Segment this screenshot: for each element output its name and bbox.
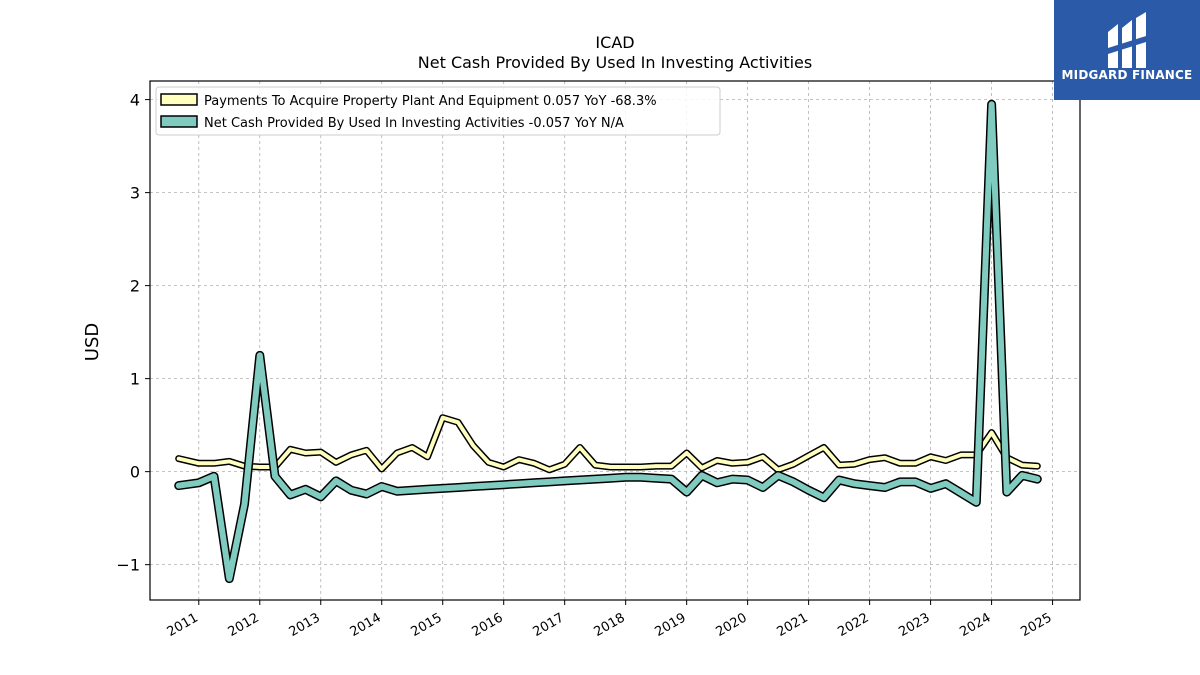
chart-subtitle: Net Cash Provided By Used In Investing A… [418,53,812,72]
x-tick-label: 2023 [896,610,932,640]
x-tick-label: 2013 [287,610,323,640]
x-tick-label: 2017 [531,610,567,640]
legend: Payments To Acquire Property Plant And E… [155,86,721,136]
logo-text: MIDGARD FINANCE [1061,68,1193,82]
series-lines [174,99,1042,584]
legend-box [155,86,721,136]
y-tick-label: 3 [130,184,140,203]
plot-frame [149,80,1081,601]
y-tick-label: −1 [116,556,140,575]
y-tick-label: 1 [130,370,140,389]
legend-label-investing: Net Cash Provided By Used In Investing A… [204,116,624,131]
legend-swatch-investing [160,115,198,128]
x-axis: 2011 2012 2013 2014 2015 2016 2017 2018 2019 2020… [165,600,1055,640]
x-tick-label: 2020 [713,610,749,640]
legend-label-ppe: Payments To Acquire Property Plant And E… [204,94,657,109]
x-tick-label: 2022 [835,610,871,640]
x-tick-label: 2019 [652,610,688,640]
y-tick-label: 4 [130,91,140,110]
series-outline-1 [174,99,1042,584]
midgard-logo-icon [1108,12,1146,68]
x-tick-label: 2025 [1018,610,1054,640]
x-tick-label: 2015 [409,610,445,640]
series-line-1 [175,101,1041,582]
y-tick-label: 0 [130,463,140,482]
series-line-0 [176,415,1040,472]
x-tick-label: 2016 [470,610,506,640]
x-tick-label: 2024 [957,610,993,640]
y-axis: −1 0 1 2 3 4 [116,91,150,575]
x-tick-label: 2014 [348,610,384,640]
midgard-finance-logo: MIDGARD FINANCE [1054,0,1200,100]
legend-swatch-ppe [160,93,198,106]
grid [150,81,1080,600]
y-tick-label: 2 [130,277,140,296]
y-axis-label: USD [82,323,103,361]
x-tick-label: 2011 [165,610,201,640]
x-tick-label: 2021 [774,610,810,640]
x-tick-label: 2012 [226,610,262,640]
x-tick-label: 2018 [592,610,628,640]
chart-title: ICAD [595,33,634,52]
